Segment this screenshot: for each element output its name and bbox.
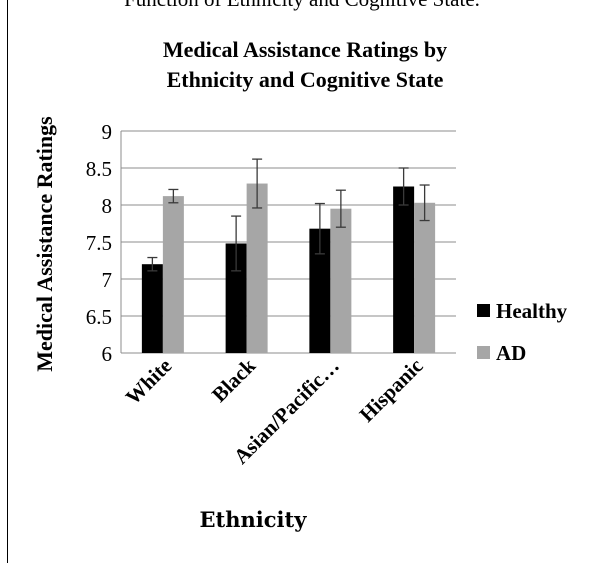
chart-title-line-2: Ethnicity and Cognitive State	[167, 67, 444, 92]
x-tick-label: Black	[207, 353, 261, 407]
y-tick-label: 6	[102, 342, 113, 366]
y-tick-label: 8	[102, 194, 113, 218]
bar	[225, 243, 247, 353]
chart-title-line-1: Medical Assistance Ratings by	[163, 37, 447, 62]
bar	[246, 183, 268, 353]
legend-label-healthy: Healthy	[496, 299, 568, 323]
bar	[393, 186, 415, 353]
legend-swatch-ad	[477, 346, 490, 359]
y-tick-label: 7	[102, 268, 113, 292]
y-tick-label: 8.5	[86, 157, 112, 181]
bar	[141, 264, 163, 353]
x-axis-label: Ethnicity	[200, 507, 308, 532]
caption-fragment: Function of Ethnicity and Cognitive Stat…	[0, 0, 604, 12]
x-tick-label: Hispanic	[355, 354, 428, 427]
y-tick-label: 7.5	[86, 231, 112, 255]
legend-label-ad: AD	[496, 341, 526, 365]
y-axis-label: Medical Assistance Ratings	[32, 116, 57, 372]
x-tick-label: White	[121, 354, 177, 410]
bar	[330, 208, 352, 353]
bars	[141, 183, 436, 353]
y-tick-label: 6.5	[86, 305, 112, 329]
bar	[414, 202, 436, 353]
bar	[162, 196, 184, 353]
legend: Healthy AD	[477, 299, 568, 365]
page-left-rule	[7, 0, 8, 563]
y-tick-label: 9	[102, 120, 113, 144]
error-bars	[147, 158, 430, 272]
legend-swatch-healthy	[477, 304, 490, 317]
y-tick-labels: 6 6.5 7 7.5 8 8.5 9	[86, 120, 112, 366]
bar	[309, 228, 331, 353]
